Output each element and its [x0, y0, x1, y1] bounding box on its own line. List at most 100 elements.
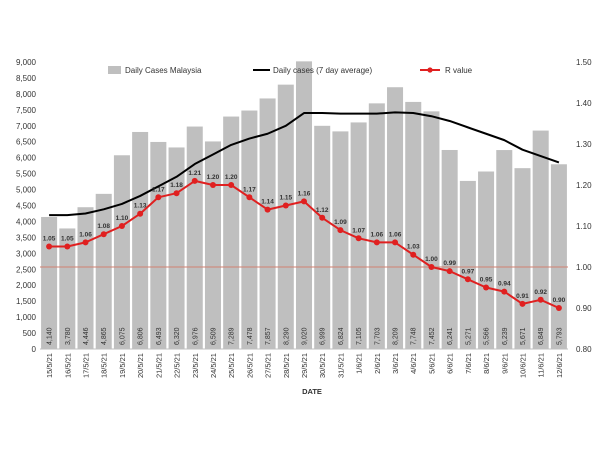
bar	[532, 130, 549, 349]
legend-swatch-bar	[108, 66, 121, 74]
r-value-point	[519, 300, 526, 307]
r-value-point	[64, 243, 71, 250]
r-value-point	[410, 251, 417, 258]
x-axis-title: DATE	[302, 387, 322, 396]
x-tick-label: 11/6/21	[537, 353, 546, 377]
r-value-point	[446, 268, 453, 275]
y-tick-label: 6,000	[16, 154, 37, 163]
y-tick-label: 4,000	[16, 217, 37, 226]
bar-value-label: 7,478	[247, 327, 254, 345]
bar	[223, 116, 240, 349]
bar-value-label: 6,493	[156, 327, 163, 345]
y-tick-label: 8,500	[16, 74, 37, 83]
r-value-label: 0.97	[462, 268, 475, 275]
x-tick-label: 12/6/21	[555, 353, 564, 378]
bar-value-label: 6,241	[447, 327, 454, 345]
r-value-label: 1.07	[352, 227, 365, 234]
x-tick-label: 29/5/21	[300, 353, 309, 378]
r-value-point	[46, 243, 53, 250]
bar	[41, 216, 58, 349]
x-tick-label: 22/5/21	[173, 353, 182, 378]
x-tick-label: 9/6/21	[500, 353, 509, 374]
bar-value-label: 8,209	[393, 327, 400, 345]
y-tick-label: 8,000	[16, 90, 37, 99]
r-value-point	[392, 239, 399, 246]
r-value-point	[337, 227, 344, 234]
bar	[496, 150, 513, 349]
bar-value-label: 6,824	[338, 327, 345, 345]
bar	[332, 131, 349, 349]
r-value-label: 1.21	[188, 170, 201, 177]
r-value-label: 0.94	[498, 281, 511, 288]
bar	[150, 141, 167, 349]
bar	[204, 141, 221, 349]
r-value-point	[501, 288, 508, 295]
x-tick-label: 4/6/21	[409, 353, 418, 374]
y-tick-label: 7,000	[16, 122, 37, 131]
y2-tick-label: 1.10	[576, 222, 592, 231]
r-value-label: 1.17	[243, 186, 256, 193]
bar	[277, 84, 294, 349]
x-tick-label: 8/6/21	[482, 353, 491, 374]
bar-value-label: 7,105	[356, 327, 363, 345]
bar-value-label: 4,865	[101, 327, 108, 345]
bar	[405, 101, 422, 349]
r-value-point	[464, 276, 471, 283]
r-value-point	[100, 231, 107, 238]
r-value-point	[264, 206, 271, 213]
bar	[387, 87, 404, 349]
bar	[550, 164, 567, 349]
bar-value-label: 6,806	[138, 327, 145, 345]
bar	[314, 125, 331, 350]
bar-value-label: 6,849	[538, 327, 545, 345]
r-value-label: 1.05	[43, 236, 56, 243]
bar-value-label: 7,748	[411, 327, 418, 345]
x-tick-label: 1/6/21	[355, 353, 364, 374]
y-tick-label: 5,500	[16, 170, 37, 179]
y2-tick-label: 0.80	[576, 345, 592, 354]
r-value-label: 1.20	[225, 174, 238, 181]
r-value-point	[373, 239, 380, 246]
x-tick-label: 6/6/21	[446, 353, 455, 374]
r-value-label: 0.92	[534, 289, 547, 296]
r-value-label: 1.05	[61, 236, 74, 243]
x-tick-label: 24/5/21	[209, 353, 218, 378]
bar	[514, 168, 531, 349]
x-tick-label: 7/6/21	[464, 353, 473, 374]
bar-value-label: 7,289	[229, 327, 236, 345]
bar-value-label: 8,290	[283, 327, 290, 345]
y2-tick-label: 1.20	[576, 181, 592, 190]
r-value-label: 1.09	[334, 219, 347, 226]
r-value-point	[555, 305, 562, 311]
bar-value-label: 5,793	[556, 327, 563, 345]
bar-value-label: 6,075	[119, 327, 126, 345]
x-tick-label: 2/6/21	[373, 353, 382, 374]
bar	[113, 155, 130, 349]
y-tick-label: 500	[23, 329, 37, 338]
x-tick-label: 21/5/21	[154, 353, 163, 378]
r-value-label: 0.91	[516, 293, 529, 300]
legend-label-average: Daily cases (7 day average)	[273, 66, 372, 75]
y-tick-label: 3,000	[16, 249, 37, 258]
r-value-point	[191, 177, 198, 184]
y-tick-label: 1,000	[16, 313, 37, 322]
r-value-point	[319, 214, 326, 221]
y-tick-label: 7,500	[16, 106, 37, 115]
axes: 0 500 1,000 1,500 2,000 2,500 3,000 3,500 4,000 4…	[16, 58, 592, 378]
x-tick-label: 17/5/21	[82, 353, 91, 378]
y-tick-label: 0	[32, 345, 37, 354]
r-value-point	[82, 239, 89, 246]
bar	[423, 111, 440, 349]
r-value-point	[155, 194, 162, 201]
r-value-point	[483, 284, 490, 291]
r-value-label: 1.14	[261, 199, 274, 206]
r-value-point	[355, 235, 362, 242]
r-value-point	[209, 182, 216, 188]
r-value-label: 1.06	[389, 231, 402, 238]
r-value-point	[173, 190, 180, 197]
y-tick-label: 1,500	[16, 297, 37, 306]
y-tick-label: 3,500	[16, 233, 37, 242]
bar-value-label: 5,271	[465, 327, 472, 345]
